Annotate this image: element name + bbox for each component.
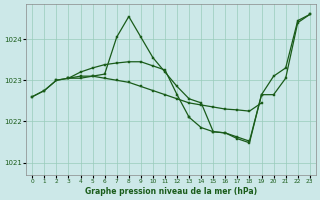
X-axis label: Graphe pression niveau de la mer (hPa): Graphe pression niveau de la mer (hPa) [85, 187, 257, 196]
